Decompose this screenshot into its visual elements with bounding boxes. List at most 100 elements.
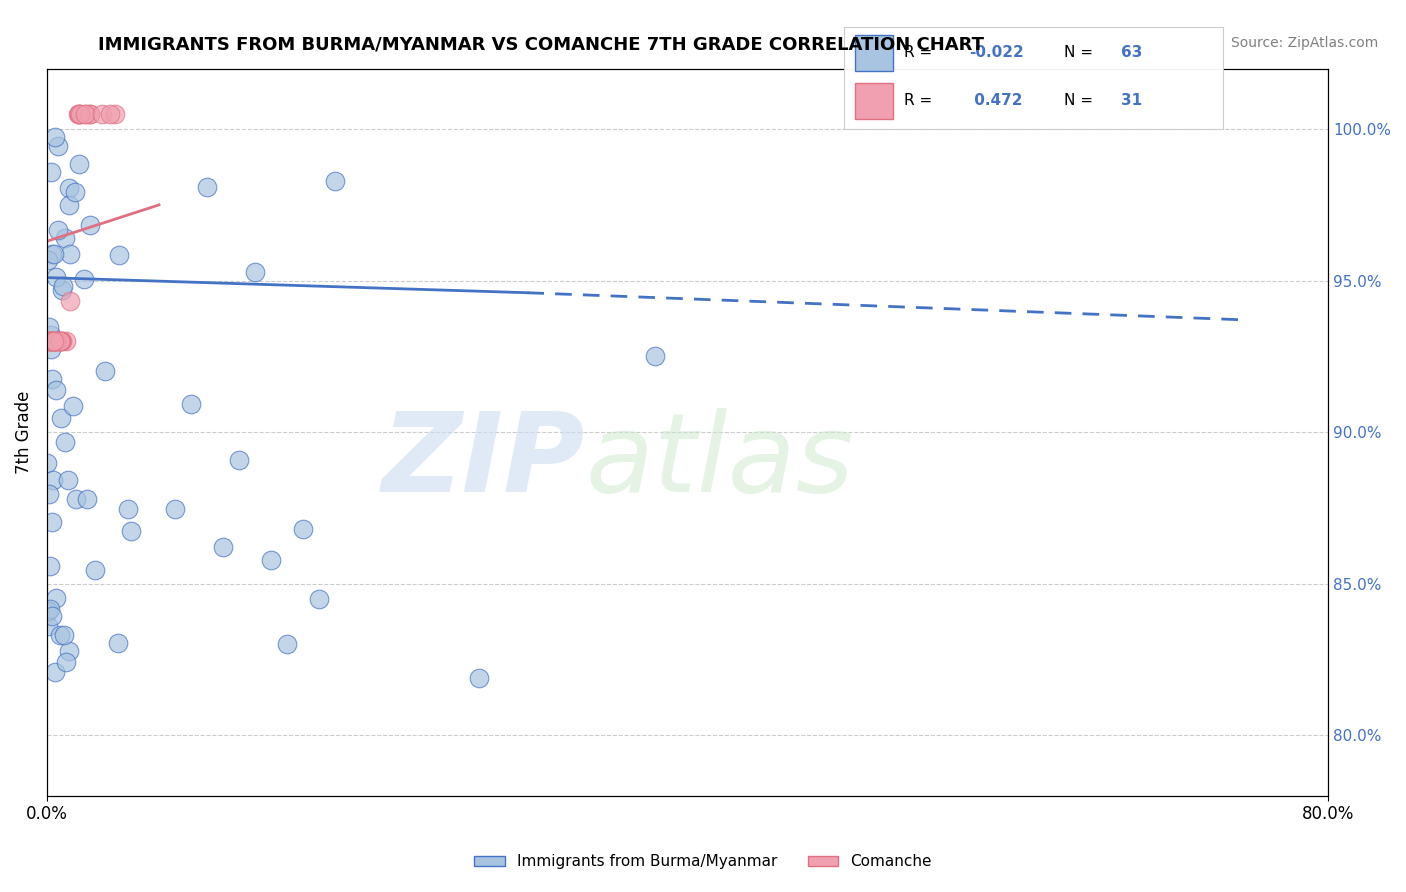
- Point: [67, 156, 90, 170]
- Point: [39, 165, 62, 179]
- Point: [73, 271, 96, 285]
- Point: [51, 334, 73, 349]
- Point: [58, 473, 80, 487]
- Y-axis label: 7th Grade: 7th Grade: [15, 391, 32, 474]
- Point: [39, 334, 62, 349]
- Point: [55, 655, 77, 669]
- Point: [37, 456, 59, 470]
- Text: 0.472: 0.472: [969, 93, 1022, 108]
- Text: -0.022: -0.022: [969, 45, 1024, 60]
- Point: [79, 218, 101, 232]
- FancyBboxPatch shape: [855, 83, 893, 119]
- FancyBboxPatch shape: [855, 35, 893, 70]
- Point: [49, 627, 72, 641]
- Point: [37, 487, 59, 501]
- Point: [120, 524, 142, 538]
- Text: 63: 63: [1121, 45, 1142, 60]
- Text: IMMIGRANTS FROM BURMA/MYANMAR VS COMANCHE 7TH GRADE CORRELATION CHART: IMMIGRANTS FROM BURMA/MYANMAR VS COMANCH…: [98, 36, 984, 54]
- Point: [79, 107, 101, 121]
- Point: [76, 491, 98, 506]
- Legend: Immigrants from Burma/Myanmar, Comanche: Immigrants from Burma/Myanmar, Comanche: [468, 848, 938, 875]
- Point: [644, 349, 666, 363]
- Point: [49, 334, 72, 349]
- Point: [53, 435, 76, 450]
- Text: ZIP: ZIP: [381, 408, 585, 515]
- Point: [37, 334, 59, 349]
- Point: [243, 265, 266, 279]
- Text: atlas: atlas: [585, 408, 853, 515]
- Point: [276, 637, 298, 651]
- Point: [37, 252, 59, 267]
- Point: [51, 283, 73, 297]
- Point: [37, 619, 59, 633]
- Point: [46, 139, 69, 153]
- Point: [39, 342, 62, 356]
- Point: [39, 559, 62, 574]
- Point: [212, 540, 235, 554]
- Point: [323, 174, 346, 188]
- Point: [59, 293, 82, 308]
- Point: [104, 107, 127, 121]
- Point: [67, 107, 90, 121]
- Point: [41, 473, 63, 487]
- Point: [308, 592, 330, 607]
- Point: [58, 198, 80, 212]
- Point: [38, 334, 60, 349]
- Point: [84, 563, 107, 577]
- Point: [163, 502, 186, 516]
- Point: [93, 364, 115, 378]
- Point: [41, 609, 63, 624]
- Point: [108, 248, 131, 262]
- Text: N =: N =: [1064, 93, 1098, 108]
- Point: [44, 334, 66, 349]
- Text: R =: R =: [904, 45, 938, 60]
- Point: [67, 107, 90, 121]
- Point: [45, 383, 67, 397]
- Point: [38, 320, 60, 334]
- Point: [62, 400, 84, 414]
- Point: [69, 107, 91, 121]
- Point: [46, 334, 69, 349]
- Point: [79, 107, 101, 121]
- Text: 31: 31: [1121, 93, 1142, 108]
- Point: [58, 180, 80, 194]
- Point: [228, 452, 250, 467]
- Point: [195, 180, 218, 194]
- Point: [49, 334, 72, 349]
- Text: R =: R =: [904, 93, 938, 108]
- Point: [260, 553, 283, 567]
- Point: [44, 334, 66, 349]
- Point: [45, 270, 67, 285]
- Text: Source: ZipAtlas.com: Source: ZipAtlas.com: [1230, 36, 1378, 50]
- Point: [38, 334, 60, 349]
- Point: [39, 602, 62, 616]
- Point: [37, 604, 59, 618]
- Point: [44, 129, 66, 144]
- Point: [42, 247, 65, 261]
- Point: [53, 628, 76, 642]
- Point: [44, 665, 66, 679]
- Point: [45, 334, 67, 349]
- Text: N =: N =: [1064, 45, 1098, 60]
- Point: [41, 515, 63, 529]
- Point: [98, 107, 121, 121]
- Point: [52, 279, 75, 293]
- Point: [41, 372, 63, 386]
- Point: [44, 334, 66, 349]
- Point: [41, 334, 63, 349]
- Point: [46, 223, 69, 237]
- Point: [49, 410, 72, 425]
- Point: [45, 591, 67, 606]
- Point: [41, 334, 63, 349]
- Point: [55, 334, 77, 349]
- Point: [292, 522, 315, 536]
- Point: [73, 107, 96, 121]
- Point: [41, 334, 63, 349]
- Point: [75, 107, 97, 121]
- Point: [42, 334, 65, 349]
- Point: [180, 397, 202, 411]
- Point: [107, 636, 129, 650]
- Point: [65, 491, 87, 506]
- Point: [58, 644, 80, 658]
- Point: [41, 247, 63, 261]
